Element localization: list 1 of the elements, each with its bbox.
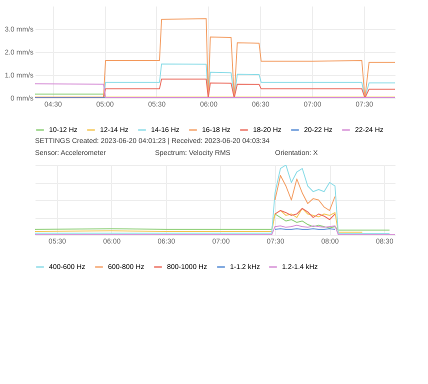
line-series: [35, 78, 395, 98]
